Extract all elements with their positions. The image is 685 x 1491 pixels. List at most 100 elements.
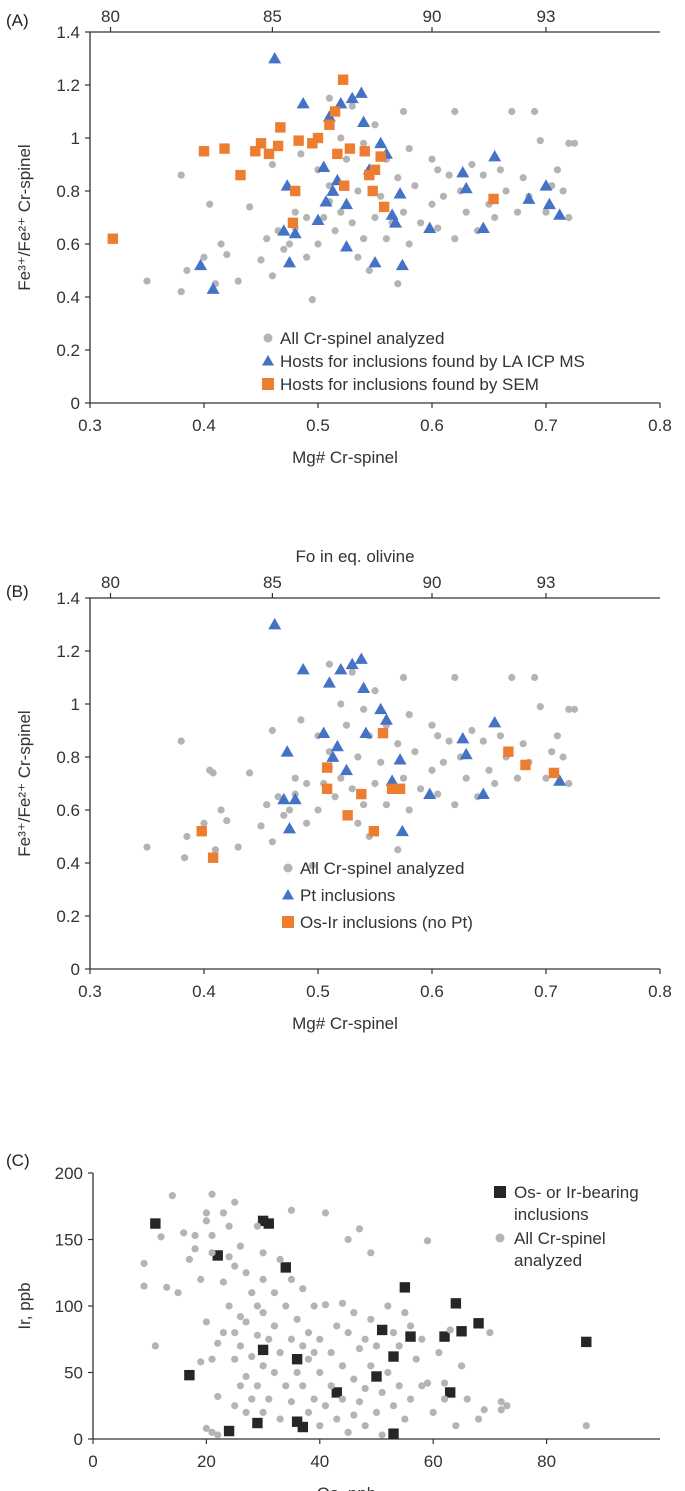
data-point-circle (202, 1424, 210, 1432)
data-point-triangle (322, 676, 336, 688)
data-point-circle (291, 774, 299, 782)
data-point-circle (435, 1348, 443, 1357)
data-point-square (184, 1369, 195, 1381)
data-point-circle (180, 1229, 188, 1237)
data-point-square (272, 140, 284, 152)
data-point-circle (316, 1422, 324, 1430)
data-point-circle (531, 107, 539, 116)
data-point-square (375, 151, 386, 162)
data-point-circle (513, 208, 522, 216)
data-point-circle (276, 1348, 284, 1357)
data-point-circle (508, 673, 516, 682)
data-point-circle (439, 192, 447, 200)
data-point-square (331, 1387, 343, 1398)
data-point-circle (337, 774, 345, 782)
data-point-circle (157, 1233, 165, 1241)
data-point-circle (434, 732, 442, 740)
data-point-circle (348, 219, 356, 227)
data-point-circle (202, 1209, 210, 1217)
legend-marker (262, 355, 274, 366)
data-point-circle (208, 1355, 216, 1363)
legend-label: Os- or Ir-bearing (514, 1183, 639, 1202)
chart-panel-2: (B) 0 0.2 0.4 0.6 0.8 1 1.2 1.4 0.3 0.4 0.5 0.6 0.7 0.… (6, 547, 672, 1033)
data-point-circle (401, 1415, 409, 1423)
data-point-circle (428, 721, 436, 729)
data-point-circle (268, 272, 276, 280)
data-point-circle (320, 213, 328, 222)
data-point-circle (259, 1362, 267, 1370)
data-point-triangle (330, 739, 344, 752)
data-point-circle (417, 785, 425, 793)
data-point-circle (411, 182, 419, 190)
data-point-circle (371, 687, 379, 695)
data-point-circle (382, 801, 390, 809)
data-point-circle (354, 187, 362, 195)
data-point-circle (565, 705, 573, 713)
series-1 (143, 660, 579, 870)
legend-marker (262, 378, 274, 390)
data-point-circle (384, 1302, 392, 1310)
data-point-circle (231, 1198, 239, 1206)
data-point-circle (418, 1382, 426, 1390)
data-point-circle (263, 801, 271, 809)
data-point-circle (168, 1192, 176, 1200)
data-point-circle (553, 166, 562, 174)
data-point-square (337, 74, 349, 85)
data-point-triangle (268, 618, 282, 630)
data-point-circle (337, 700, 345, 708)
data-point-circle (519, 740, 527, 748)
data-point-circle (395, 1382, 403, 1390)
data-point-circle (565, 779, 573, 788)
data-point-triangle (488, 150, 502, 162)
legend-marker (282, 916, 294, 928)
data-point-circle (354, 253, 362, 261)
data-point-circle (248, 1352, 256, 1361)
y-tick-label: 50 (64, 1364, 83, 1383)
data-point-circle (234, 843, 242, 851)
data-point-circle (394, 174, 402, 182)
data-point-square (291, 1416, 303, 1427)
data-point-circle (497, 1406, 505, 1414)
data-point-circle (542, 774, 550, 782)
series-1 (150, 1215, 592, 1439)
data-point-circle (280, 245, 288, 253)
data-point-circle (367, 1249, 375, 1257)
y-tick-label: 0.6 (56, 801, 80, 820)
data-point-square (405, 1331, 416, 1342)
data-point-circle (293, 1368, 301, 1377)
data-point-circle (287, 1206, 296, 1214)
y-tick-label: 1.4 (56, 589, 80, 608)
x-axis-label: Os, ppb (317, 1484, 377, 1491)
data-point-circle (417, 219, 425, 227)
data-point-square (439, 1331, 450, 1342)
y-axis-label: Fe³⁺/Fe²⁺ Cr-spinel (15, 710, 34, 856)
data-point-circle (310, 1395, 318, 1403)
data-point-circle (333, 1322, 341, 1330)
data-point-circle (280, 811, 288, 819)
data-point-circle (371, 121, 379, 129)
data-point-square (399, 1282, 411, 1293)
data-point-square (368, 826, 380, 837)
data-point-square (252, 1417, 263, 1429)
chart-panel-3: (C) 0 50 100 150 200 0 20 40 60 80 Os, ppb Ir, ppb Os… (6, 1151, 660, 1491)
data-point-circle (480, 1406, 488, 1414)
data-point-circle (287, 1398, 296, 1406)
top-tick-label: 80 (101, 7, 120, 26)
data-point-circle (253, 1222, 262, 1230)
data-point-circle (197, 1358, 205, 1366)
data-point-circle (297, 150, 305, 158)
data-point-triangle (326, 750, 340, 762)
legend-marker (263, 333, 273, 343)
data-point-square (257, 1344, 269, 1356)
series-1 (143, 94, 579, 304)
data-point-circle (321, 1301, 330, 1309)
data-point-circle (191, 1231, 199, 1240)
data-point-circle (143, 843, 151, 851)
data-point-square (150, 1218, 161, 1229)
data-point-triangle (206, 282, 220, 294)
data-point-circle (434, 790, 442, 798)
x-axis-label: Mg# Cr-spinel (292, 448, 398, 467)
data-point-circle (231, 1355, 239, 1363)
data-point-circle (451, 801, 459, 809)
data-point-circle (405, 711, 413, 719)
